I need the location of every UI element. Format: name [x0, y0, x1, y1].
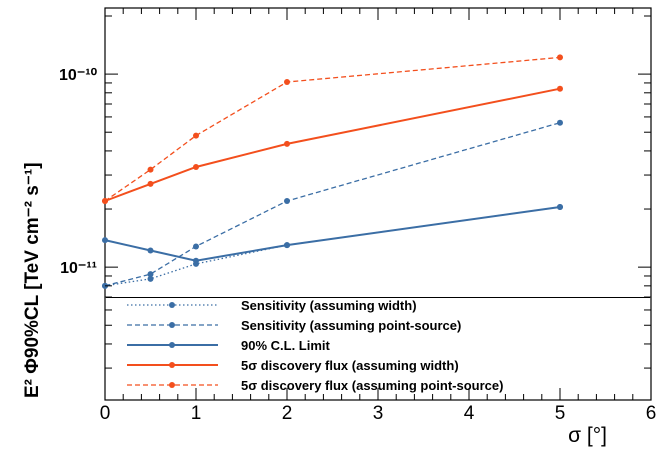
legend: Sensitivity (assuming width) Sensitivity … — [127, 298, 503, 393]
data-point — [284, 140, 290, 147]
legend-marker — [169, 322, 175, 328]
series-layer — [102, 54, 563, 289]
data-point — [147, 271, 154, 278]
data-point — [284, 198, 290, 205]
data-point — [147, 166, 154, 173]
data-point — [557, 54, 563, 61]
data-point — [193, 132, 199, 139]
x-tick-label: 5 — [555, 403, 566, 424]
y-tick-label: 10⁻¹¹ — [60, 260, 97, 277]
x-tick-label: 2 — [282, 403, 293, 424]
data-point — [102, 237, 108, 244]
data-point — [284, 242, 290, 249]
axis-layer: 0 1 2 3 4 5 6 10⁻¹¹ 10⁻¹⁰ — [59, 8, 656, 424]
series-line-2 — [104, 206, 561, 262]
plot-frame — [104, 7, 652, 401]
y-axis-title: E² Φ90%CL [TeV cm⁻² s⁻¹] — [22, 162, 43, 398]
data-point — [557, 119, 563, 126]
x-tick-label: 4 — [464, 403, 475, 424]
data-point — [557, 203, 563, 210]
y-tick-label: 10⁻¹⁰ — [59, 67, 98, 84]
data-point — [193, 243, 199, 250]
legend-marker — [169, 382, 175, 388]
legend-marker — [169, 342, 175, 348]
legend-label: 5σ discovery flux (assuming point-source… — [241, 378, 503, 393]
legend-label: 90% C.L. Limit — [241, 338, 331, 353]
legend-label: Sensitivity (assuming point-source) — [241, 318, 461, 333]
data-point — [147, 275, 154, 282]
data-point — [193, 164, 199, 171]
legend-marker — [169, 362, 175, 368]
data-point — [147, 247, 154, 254]
legend-label: Sensitivity (assuming width) — [241, 298, 417, 313]
series-line-1 — [104, 122, 561, 287]
data-point — [102, 198, 108, 205]
x-tick-label: 6 — [646, 403, 657, 424]
data-point — [284, 79, 290, 86]
x-tick-label: 0 — [100, 403, 111, 424]
x-tick-label: 1 — [191, 403, 202, 424]
x-axis-title: σ [°] — [568, 424, 607, 447]
series-line-4 — [104, 56, 561, 202]
series-line-0 — [104, 206, 561, 287]
legend-box — [106, 297, 650, 298]
legend-marker — [169, 302, 175, 308]
data-point — [193, 257, 199, 264]
y-axis-title-text: E² Φ90%CL [TeV cm⁻² s⁻¹] — [22, 162, 43, 398]
legend-label: 5σ discovery flux (assuming width) — [241, 358, 459, 373]
x-tick-label: 3 — [373, 403, 384, 424]
data-point — [147, 180, 154, 187]
series-line-3 — [104, 87, 561, 202]
data-point — [557, 85, 563, 92]
